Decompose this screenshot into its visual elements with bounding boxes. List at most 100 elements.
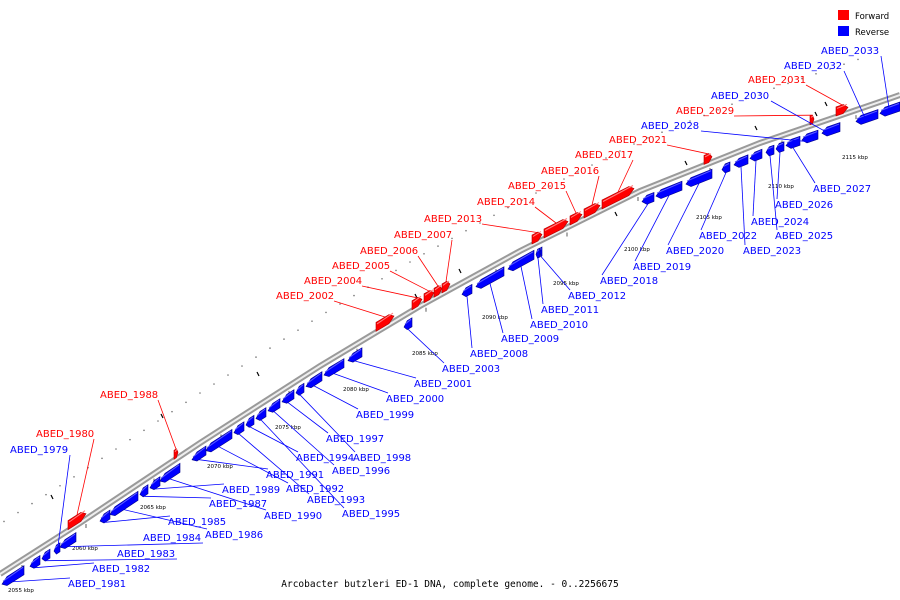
guide-dot [745, 97, 747, 100]
genome-caption: Arcobacter butzleri ED-1 DNA, complete g… [281, 579, 618, 590]
gene-highlight [296, 384, 304, 391]
gene-highlight [348, 348, 362, 359]
gene-label: ABED_1992 [286, 484, 344, 495]
leader-line [700, 130, 811, 143]
tick-label: 2055 kbp [8, 588, 34, 594]
leader-line [666, 144, 709, 155]
gene-highlight [256, 408, 266, 416]
gene-label: ABED_2002 [276, 291, 334, 302]
gene-abed-2003[interactable] [403, 317, 413, 331]
leader-line [260, 419, 345, 509]
guide-dot [101, 457, 103, 460]
gene-highlight [42, 550, 50, 557]
gene-label: ABED_1979 [10, 445, 68, 456]
legend-reverse-swatch [838, 26, 849, 36]
gene-label: ABED_2009 [501, 334, 559, 345]
guide-dot [171, 410, 173, 413]
tick-label: 2065 kbp [140, 505, 166, 511]
gene-label: ABED_1993 [307, 495, 365, 506]
guide-dot [213, 383, 215, 385]
tick-label: 2085 kbp [412, 351, 438, 357]
gene-highlight [268, 399, 280, 409]
gene-highlight [60, 533, 76, 545]
guide-dot [423, 253, 425, 255]
leader-line [67, 542, 204, 548]
leader-line [770, 100, 832, 136]
legend-reverse-label: Reverse [855, 28, 889, 38]
gene-label: ABED_1994 [296, 453, 354, 464]
guide-dot [325, 311, 327, 314]
gene-label: ABED_1990 [264, 511, 322, 522]
leader-line [805, 84, 843, 106]
gene-label: ABED_1991 [266, 470, 324, 481]
gene-abed-2022[interactable] [721, 161, 731, 174]
gene-abed-2016[interactable] [583, 203, 601, 219]
gene-highlight [324, 359, 344, 373]
guide-dot [675, 125, 677, 128]
leader-line [733, 114, 813, 117]
gene-label: ABED_2032 [784, 61, 842, 72]
leader-line [238, 433, 310, 495]
gene-highlight [656, 182, 682, 194]
guide-dot [605, 157, 607, 159]
leader-line [534, 206, 557, 224]
dotted-guide-line [3, 58, 859, 523]
gene-abed-1983[interactable] [41, 548, 51, 562]
gene-label: ABED_2005 [332, 261, 390, 272]
leader-line [752, 160, 757, 217]
gene-highlight [206, 430, 232, 449]
tick-label: 2115 kbp [842, 155, 868, 161]
gene-highlight [68, 510, 86, 523]
gene-highlight [532, 231, 542, 237]
gene-highlight [822, 123, 840, 131]
leader-line [843, 70, 868, 123]
guide-dot [157, 420, 159, 422]
guide-dot [73, 476, 75, 478]
gene-abed-1998[interactable] [295, 382, 305, 396]
genome-backbone [0, 92, 900, 577]
leader-line [104, 515, 171, 523]
gene-abed-2002[interactable] [375, 314, 395, 332]
guide-dot [3, 520, 5, 523]
guide-dot [465, 229, 467, 232]
gene-abed-2014[interactable] [543, 219, 569, 239]
gene-abed-2017[interactable] [601, 186, 635, 210]
gene-abed-1994[interactable] [245, 414, 255, 428]
gene-label: ABED_1995 [342, 509, 400, 520]
leader-line [218, 446, 289, 484]
gene-label: ABED_2004 [304, 276, 362, 287]
guide-dot [255, 356, 257, 358]
leader-line [880, 55, 891, 115]
guide-dot [815, 73, 817, 75]
gene-abed-2029[interactable] [809, 114, 815, 126]
gene-highlight [766, 146, 774, 150]
tick-label: 2070 kbp [207, 464, 233, 470]
gene-highlight [734, 155, 748, 163]
gene-label: ABED_2011 [541, 305, 599, 316]
gene-abed-1980[interactable] [67, 512, 87, 531]
gene-label: ABED_2008 [470, 349, 528, 360]
guide-dot [787, 82, 789, 85]
tick-label: 2110 kbp [768, 184, 794, 190]
gene-abed-2026[interactable] [775, 141, 785, 153]
gene-highlight [246, 416, 254, 423]
leader-line [198, 459, 269, 470]
gene-label: ABED_2020 [666, 246, 724, 257]
gene-label: ABED_2015 [508, 181, 566, 192]
leader-line [617, 159, 634, 193]
gene-highlight [536, 249, 540, 252]
leader-line [34, 562, 95, 569]
guide-dot [661, 131, 663, 133]
guide-dot [451, 237, 453, 240]
gene-label: ABED_2012 [568, 291, 626, 302]
leader-line [56, 454, 71, 554]
gene-abed-2025[interactable] [765, 144, 775, 157]
gene-highlight [686, 170, 712, 182]
guide-dot [31, 502, 33, 505]
guide-dot [381, 278, 383, 280]
leader-line [249, 426, 299, 453]
leader-line [12, 577, 71, 583]
guide-dot [521, 199, 523, 201]
leader-line [313, 385, 359, 410]
gene-abed-2011[interactable] [535, 247, 541, 259]
